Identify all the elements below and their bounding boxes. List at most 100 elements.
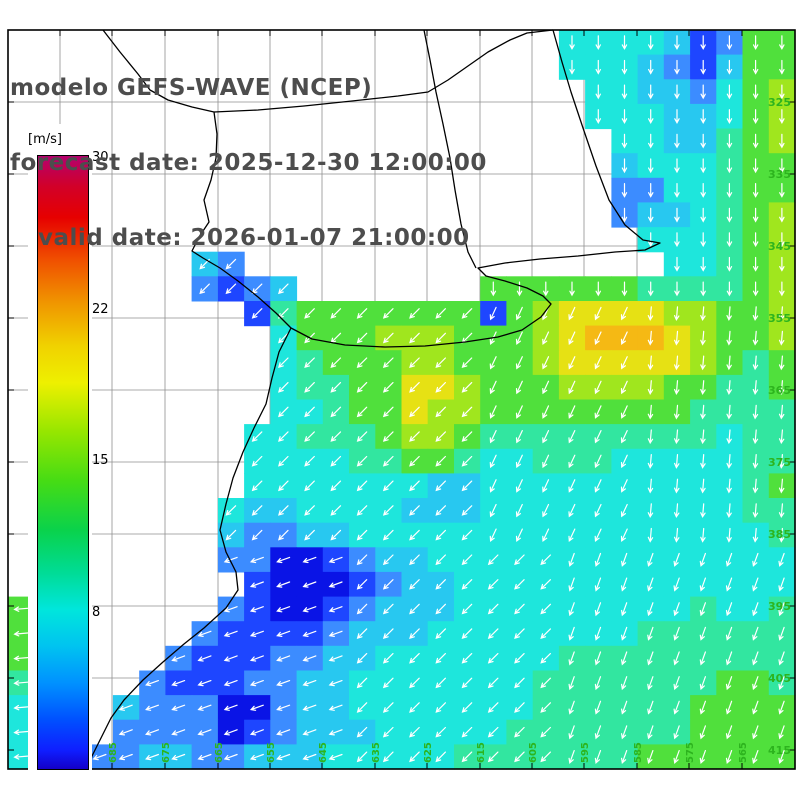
wind-arrow	[461, 505, 473, 516]
wind-arrow	[648, 183, 654, 198]
wind-arrow	[328, 753, 343, 761]
wind-arrow	[304, 308, 315, 319]
wind-arrow	[435, 726, 446, 738]
wind-arrow	[13, 655, 29, 662]
wind-arrow	[382, 603, 394, 615]
wind-arrow	[197, 655, 212, 662]
wind-arrow	[726, 256, 733, 272]
wind-arrow	[568, 700, 575, 715]
wind-arrow	[674, 59, 680, 75]
wind-arrow	[647, 750, 654, 764]
wind-arrow	[302, 704, 317, 711]
wind-arrow	[514, 603, 525, 615]
wind-arrow	[356, 653, 368, 664]
wind-arrow	[647, 355, 654, 371]
wind-arrow	[487, 628, 499, 639]
wind-arrow	[752, 404, 759, 420]
wind-arrow	[461, 382, 473, 393]
wind-arrow	[13, 606, 29, 612]
wind-arrow	[514, 702, 525, 713]
wind-arrow	[276, 704, 291, 711]
wind-arrow	[330, 431, 342, 442]
lon-label: 685	[108, 742, 119, 763]
wind-arrow	[725, 676, 733, 691]
wind-arrow	[725, 725, 733, 740]
wind-arrow	[674, 158, 680, 174]
wind-arrow	[595, 281, 601, 297]
wind-arrow	[461, 677, 473, 689]
wind-arrow	[487, 677, 499, 689]
wind-arrow	[328, 655, 343, 662]
wind-arrow	[409, 382, 420, 393]
lon-label: 605	[528, 742, 539, 763]
wind-arrow	[568, 430, 576, 444]
wind-arrow	[356, 480, 368, 492]
wind-arrow	[382, 431, 394, 442]
wind-arrow	[778, 676, 785, 691]
wind-arrow	[621, 552, 628, 567]
wind-arrow	[435, 382, 446, 393]
wind-arrow	[700, 256, 706, 272]
wind-arrow	[594, 725, 602, 740]
wind-arrow	[435, 529, 446, 541]
wind-arrow	[621, 725, 628, 740]
wind-arrow	[699, 602, 706, 617]
wind-arrow	[726, 429, 732, 445]
wind-arrow	[621, 207, 628, 223]
wind-arrow	[382, 628, 394, 639]
wind-arrow	[302, 729, 317, 736]
wind-arrow	[435, 554, 446, 566]
wind-arrow	[594, 454, 602, 469]
wind-arrow	[249, 729, 264, 736]
wind-arrow	[778, 330, 785, 346]
wind-arrow	[225, 505, 237, 516]
wind-arrow	[409, 751, 420, 763]
wind-arrow	[648, 133, 654, 149]
wind-arrow	[752, 651, 759, 666]
wind-arrow	[568, 503, 576, 518]
wind-arrow	[435, 406, 446, 418]
wind-arrow	[249, 556, 264, 564]
wind-arrow	[594, 552, 602, 567]
wind-arrow	[145, 704, 159, 711]
wind-arrow	[540, 677, 551, 689]
wind-arrow	[620, 454, 628, 469]
wind-arrow	[778, 503, 785, 519]
wind-arrow	[568, 528, 576, 543]
wind-arrow	[409, 628, 420, 639]
wind-arrow	[752, 527, 759, 543]
wind-arrow	[328, 680, 343, 687]
wind-arrow	[647, 380, 654, 395]
wind-arrow	[278, 283, 289, 295]
wind-arrow	[752, 355, 759, 371]
wind-arrow	[278, 308, 289, 319]
lat-label: 405	[768, 672, 791, 685]
wind-arrow	[674, 527, 680, 543]
wind-arrow	[489, 528, 497, 543]
wind-arrow	[515, 331, 523, 345]
wind-arrow	[621, 59, 628, 75]
wind-arrow	[461, 603, 473, 615]
wind-arrow	[673, 725, 680, 740]
wind-arrow	[595, 109, 601, 124]
wind-arrow	[648, 158, 654, 174]
wind-arrow	[674, 133, 680, 149]
lon-label: 655	[266, 742, 277, 763]
wind-arrow	[409, 332, 420, 344]
wind-arrow	[542, 503, 550, 518]
wind-arrow	[778, 478, 785, 494]
wind-arrow	[276, 655, 291, 662]
wind-arrow	[302, 655, 317, 662]
wind-arrow	[752, 552, 759, 567]
wind-arrow	[752, 750, 759, 764]
wind-arrow	[251, 529, 263, 541]
wind-arrow	[356, 628, 368, 639]
wind-arrow	[752, 478, 759, 494]
wind-arrow	[276, 556, 291, 564]
wind-arrow	[382, 357, 394, 368]
wind-arrow	[568, 405, 576, 419]
wind-arrow	[568, 577, 575, 592]
wind-arrow	[594, 626, 602, 641]
wind-arrow	[594, 750, 602, 764]
